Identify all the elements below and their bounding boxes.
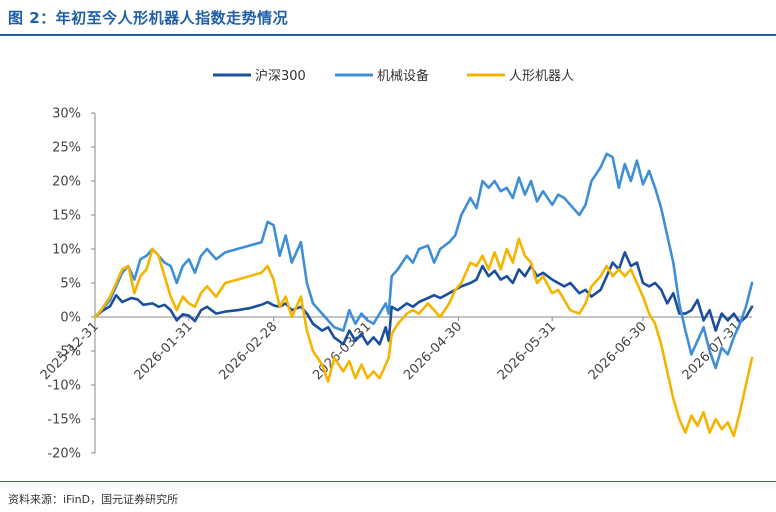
y-tick-label: -10% [47, 379, 81, 394]
y-tick-label: -15% [47, 413, 81, 428]
series-line-3 [93, 237, 754, 438]
series-line-2 [93, 152, 754, 370]
series-line-1 [93, 251, 754, 346]
y-tick-label: 20% [52, 175, 81, 190]
x-tick-label: 2026-07-31 [680, 319, 744, 383]
source-rule [0, 481, 776, 482]
x-tick-label: 2026-04-30 [401, 319, 465, 383]
legend-label-2: 机械设备 [377, 68, 429, 84]
source-note: 资料来源：iFinD，国元证券研究所 [8, 493, 179, 506]
x-tick-label: 2026-02-28 [216, 319, 280, 383]
y-axis: -20% -15% -10% -5% 0% 5% 10% 15% 20% 25% 30% [47, 107, 96, 462]
chart-legend: 沪深300 机械设备 人形机器人 [213, 68, 574, 84]
y-tick-label: 5% [60, 277, 81, 292]
y-tick-label: 15% [52, 209, 81, 224]
y-tick-label: -20% [47, 447, 81, 462]
x-tick-label: 2026-06-30 [586, 319, 650, 383]
y-tick-label: 0% [60, 311, 81, 326]
y-tick-label: -5% [56, 345, 81, 360]
y-tick-label: 30% [52, 107, 81, 122]
x-tick-label: 2026-01-31 [132, 319, 196, 383]
y-tick-label: 10% [52, 243, 81, 258]
legend-label-1: 沪深300 [255, 68, 306, 84]
title-rule [0, 34, 776, 36]
line-chart: 沪深300 机械设备 人形机器人 -20% -15% -10% -5% 0% 5% 10% 15%… [38, 68, 754, 462]
y-tick-label: 25% [52, 141, 81, 156]
figure-title: 图 2：年初至今人形机器人指数走势情况 [8, 9, 289, 27]
x-tick-label: 2026-05-31 [495, 319, 559, 383]
legend-label-3: 人形机器人 [509, 69, 574, 84]
series-group [93, 152, 754, 438]
